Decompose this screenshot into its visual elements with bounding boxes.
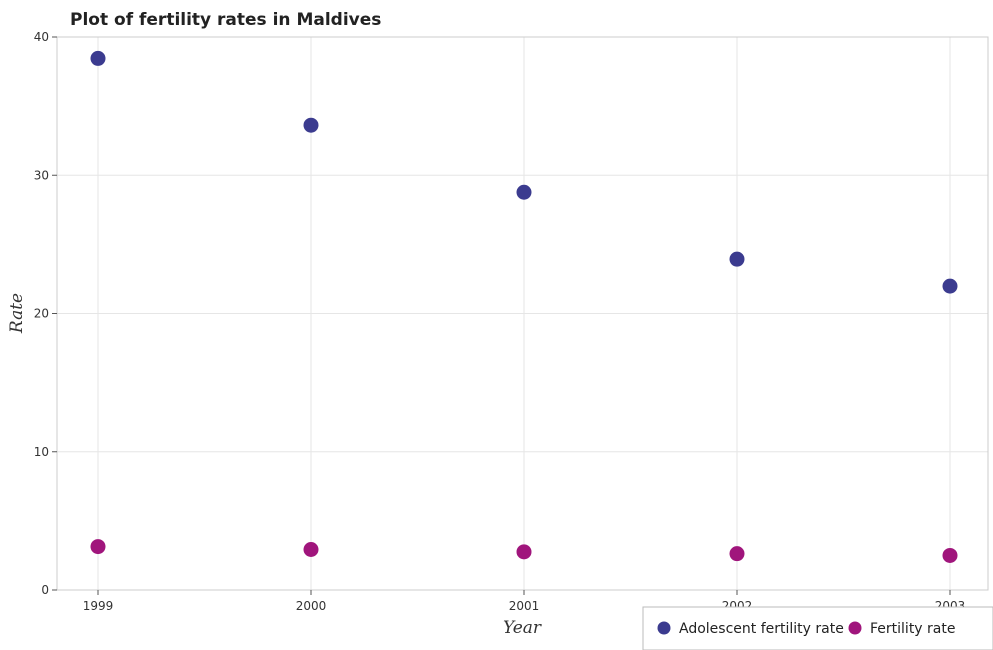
chart-title: Plot of fertility rates in Maldives bbox=[70, 10, 381, 30]
fertility-rate-point bbox=[303, 541, 319, 557]
fertility-rate-point bbox=[729, 546, 745, 562]
y-axis-ticks: 0 10 20 30 40 bbox=[34, 30, 57, 597]
y-tick-label: 20 bbox=[34, 307, 49, 321]
y-axis-label: Rate bbox=[7, 293, 27, 334]
y-tick-label: 0 bbox=[41, 583, 49, 597]
adolescent-fertility-point bbox=[729, 251, 745, 267]
fertility-rate-point bbox=[942, 547, 958, 563]
data-points bbox=[90, 50, 958, 563]
legend: Adolescent fertility rate Fertility rate bbox=[642, 606, 993, 650]
fertility-rate-point bbox=[516, 544, 532, 560]
adolescent-fertility-point bbox=[942, 278, 958, 294]
x-tick-label: 2000 bbox=[296, 599, 327, 613]
x-tick-label: 2001 bbox=[509, 599, 540, 613]
y-tick-label: 10 bbox=[34, 445, 49, 459]
adolescent-fertility-point bbox=[516, 184, 532, 200]
adolescent-fertility-point bbox=[90, 50, 106, 66]
adolescent-fertility-point bbox=[303, 117, 319, 133]
legend-label: Adolescent fertility rate bbox=[679, 621, 844, 637]
x-tick-label: 1999 bbox=[83, 599, 114, 613]
legend-marker bbox=[848, 621, 862, 635]
legend-label: Fertility rate bbox=[870, 621, 955, 637]
fertility-rate-point bbox=[90, 539, 106, 555]
y-tick-label: 30 bbox=[34, 168, 49, 182]
legend-marker bbox=[657, 621, 671, 635]
legend-box bbox=[642, 606, 993, 650]
y-tick-label: 40 bbox=[34, 30, 49, 44]
gridlines bbox=[57, 36, 988, 591]
x-axis-label: Year bbox=[503, 618, 542, 638]
